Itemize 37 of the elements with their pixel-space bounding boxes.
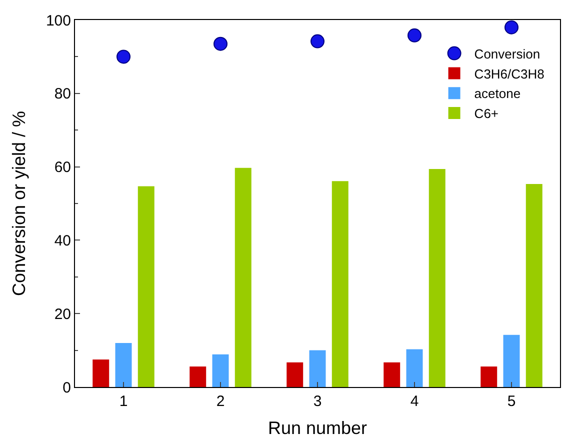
bar [428, 169, 446, 387]
legend-label: C6+ [474, 106, 499, 122]
point [408, 28, 422, 42]
bar [92, 359, 110, 387]
bar [286, 362, 304, 387]
bar [309, 350, 326, 387]
legend-label: Conversion [474, 46, 540, 62]
x-axis-title: Run number [268, 418, 368, 438]
x-tick-label: 4 [410, 393, 419, 410]
bar [212, 354, 229, 387]
bar [526, 184, 542, 387]
x-tick-label: 2 [216, 393, 225, 410]
x-tick-label: 5 [507, 393, 516, 410]
bar [234, 168, 252, 387]
y-axis-title: Conversion or yield / % [9, 110, 30, 296]
bar [406, 349, 423, 387]
y-tick-label: 20 [54, 306, 71, 323]
bar [503, 334, 520, 387]
point [116, 50, 130, 64]
legend-label: acetone [474, 86, 521, 102]
point [504, 20, 518, 34]
x-tick-label: 1 [119, 393, 128, 410]
x-tick-label: 3 [313, 393, 322, 410]
legend-label: C3H6/C3H8 [474, 66, 544, 82]
y-tick-label: 40 [54, 232, 71, 250]
y-tick-label: 80 [54, 86, 71, 103]
bar [190, 366, 206, 387]
bar [480, 366, 498, 387]
y-tick-label: 100 [46, 12, 71, 30]
point [310, 34, 324, 48]
bar [384, 362, 400, 387]
y-tick-label: 60 [54, 159, 71, 176]
bar [138, 186, 154, 387]
y-tick-label: 0 [62, 379, 71, 396]
bar [115, 342, 132, 387]
bar [332, 181, 348, 387]
point [214, 36, 228, 51]
